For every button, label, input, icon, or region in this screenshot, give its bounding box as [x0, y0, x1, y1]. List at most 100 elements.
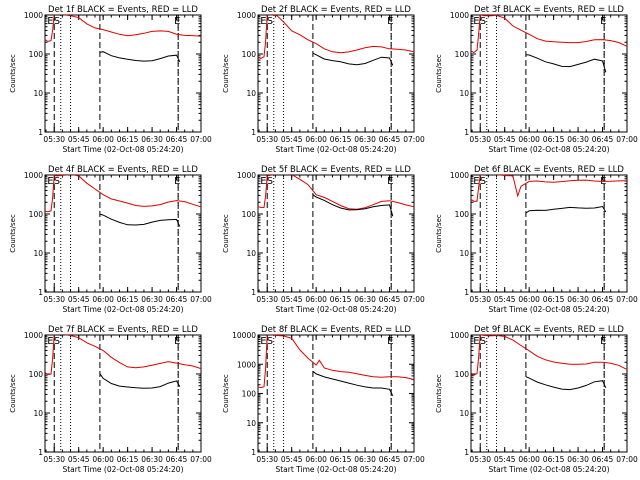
chart-title: Det 4f BLACK = Events, RED = LLD	[48, 165, 198, 175]
x-tick-label: 06:45	[592, 455, 614, 464]
y-tick-label: 1000	[237, 11, 256, 20]
y-tick-label: 1	[251, 128, 256, 137]
x-axis-label: Start Time (02-Oct-08 05:24:20)	[275, 305, 396, 314]
x-tick-label: 05:30	[256, 135, 278, 144]
y-axis-label: Counts/sec	[9, 214, 17, 253]
x-tick-label: 05:30	[469, 455, 491, 464]
x-tick-label: 06:00	[305, 295, 327, 304]
x-tick-label: 07:00	[616, 455, 638, 464]
x-tick-label: 07:00	[190, 455, 212, 464]
chart-title: Det 7f BLACK = Events, RED = LLD	[48, 325, 198, 335]
chart-panel: Det 6f BLACK = Events, RED = LLD 1 10 100 10…	[435, 165, 638, 314]
plot-frame	[44, 174, 202, 293]
plot-frame	[257, 14, 415, 133]
y-tick-label: 1000	[237, 171, 256, 180]
x-tick-label: 07:00	[403, 295, 425, 304]
y-tick-label: 1000	[24, 11, 43, 20]
x-tick-label: 06:15	[117, 455, 139, 464]
x-tick-label: 06:00	[92, 135, 114, 144]
x-tick-label: 05:45	[494, 295, 516, 304]
marker-label: E	[47, 16, 53, 27]
chart-panel: Det 5f BLACK = Events, RED = LLD 1 10 100 10…	[222, 165, 425, 314]
x-tick-label: 05:45	[281, 135, 303, 144]
x-tick-label: 05:30	[43, 455, 65, 464]
plot-frame	[470, 174, 628, 293]
x-tick-label: 06:30	[354, 135, 376, 144]
marker-label: S	[54, 336, 60, 347]
y-tick-label: 1	[464, 448, 469, 457]
marker-label: S	[54, 176, 60, 187]
chart-panel: Det 3f BLACK = Events, RED = LLD 1 10 100 10…	[435, 5, 638, 154]
x-tick-label: 06:45	[379, 455, 401, 464]
y-axis-label: Counts/sec	[9, 54, 17, 93]
x-tick-label: 06:15	[330, 455, 352, 464]
x-tick-label: 06:30	[141, 295, 163, 304]
chart-title: Det 8f BLACK = Events, RED = LLD	[261, 325, 411, 335]
x-tick-label: 06:30	[141, 135, 163, 144]
x-tick-label: 05:30	[256, 295, 278, 304]
y-axis-label: Counts/sec	[222, 214, 230, 253]
x-tick-label: 06:45	[166, 135, 188, 144]
y-tick-label: 1	[464, 288, 469, 297]
marker-label: E	[174, 336, 180, 347]
x-axis-label: Start Time (02-Oct-08 05:24:20)	[275, 465, 396, 474]
x-tick-label: 06:30	[567, 455, 589, 464]
marker-label: E	[473, 16, 479, 27]
x-axis-label: Start Time (02-Oct-08 05:24:20)	[275, 145, 396, 154]
plot-frame	[257, 334, 415, 453]
x-axis-label: Start Time (02-Oct-08 05:24:20)	[62, 145, 183, 154]
chart-panel: Det 9f BLACK = Events, RED = LLD 1 10 100 10…	[435, 325, 638, 474]
y-tick-label: 1000	[237, 360, 256, 369]
lld-series-line	[471, 335, 627, 376]
x-tick-label: 06:30	[354, 295, 376, 304]
y-tick-label: 100	[242, 50, 257, 59]
events-series-line	[312, 370, 394, 397]
y-tick-label: 10	[459, 409, 469, 418]
marker-label: S	[267, 336, 273, 347]
chart-title: Det 6f BLACK = Events, RED = LLD	[474, 165, 624, 175]
x-tick-label: 06:00	[305, 455, 327, 464]
y-tick-label: 1000	[450, 11, 469, 20]
y-tick-label: 10	[246, 249, 256, 258]
y-tick-label: 100	[242, 210, 257, 219]
x-tick-label: 05:45	[68, 455, 90, 464]
x-tick-label: 05:30	[469, 135, 491, 144]
x-tick-label: 06:00	[305, 135, 327, 144]
lld-series-line	[258, 335, 414, 389]
lld-series-line	[258, 15, 414, 60]
y-tick-label: 10	[459, 249, 469, 258]
x-tick-label: 06:45	[166, 455, 188, 464]
y-tick-label: 1000	[24, 171, 43, 180]
marker-label: E	[600, 336, 606, 347]
x-tick-label: 06:30	[354, 455, 376, 464]
marker-label: E	[174, 16, 180, 27]
chart-title: Det 2f BLACK = Events, RED = LLD	[261, 5, 411, 15]
y-tick-label: 10	[33, 249, 43, 258]
chart-panel: Det 4f BLACK = Events, RED = LLD 1 10 100 10…	[9, 165, 212, 314]
lld-series-line	[471, 15, 627, 54]
marker-label: S	[54, 16, 60, 27]
events-series-line	[312, 194, 394, 217]
x-axis-label: Start Time (02-Oct-08 05:24:20)	[62, 465, 183, 474]
lld-series-line	[471, 175, 627, 202]
x-tick-label: 06:15	[117, 295, 139, 304]
y-tick-label: 100	[29, 210, 44, 219]
chart-title: Det 5f BLACK = Events, RED = LLD	[261, 165, 411, 175]
x-tick-label: 06:15	[543, 295, 565, 304]
marker-label: E	[473, 176, 479, 187]
x-tick-label: 05:30	[43, 135, 65, 144]
x-axis-label: Start Time (02-Oct-08 05:24:20)	[488, 145, 609, 154]
x-tick-label: 06:15	[543, 455, 565, 464]
x-tick-label: 07:00	[403, 135, 425, 144]
y-tick-label: 100	[29, 370, 44, 379]
marker-label: E	[47, 336, 53, 347]
x-axis-label: Start Time (02-Oct-08 05:24:20)	[488, 465, 609, 474]
plot-frame	[257, 174, 415, 293]
x-axis-label: Start Time (02-Oct-08 05:24:20)	[488, 305, 609, 314]
marker-label: S	[480, 336, 486, 347]
y-tick-label: 1000	[450, 171, 469, 180]
lld-series-line	[45, 15, 201, 42]
x-tick-label: 07:00	[616, 135, 638, 144]
x-axis-label: Start Time (02-Oct-08 05:24:20)	[62, 305, 183, 314]
events-series-line	[525, 205, 607, 214]
